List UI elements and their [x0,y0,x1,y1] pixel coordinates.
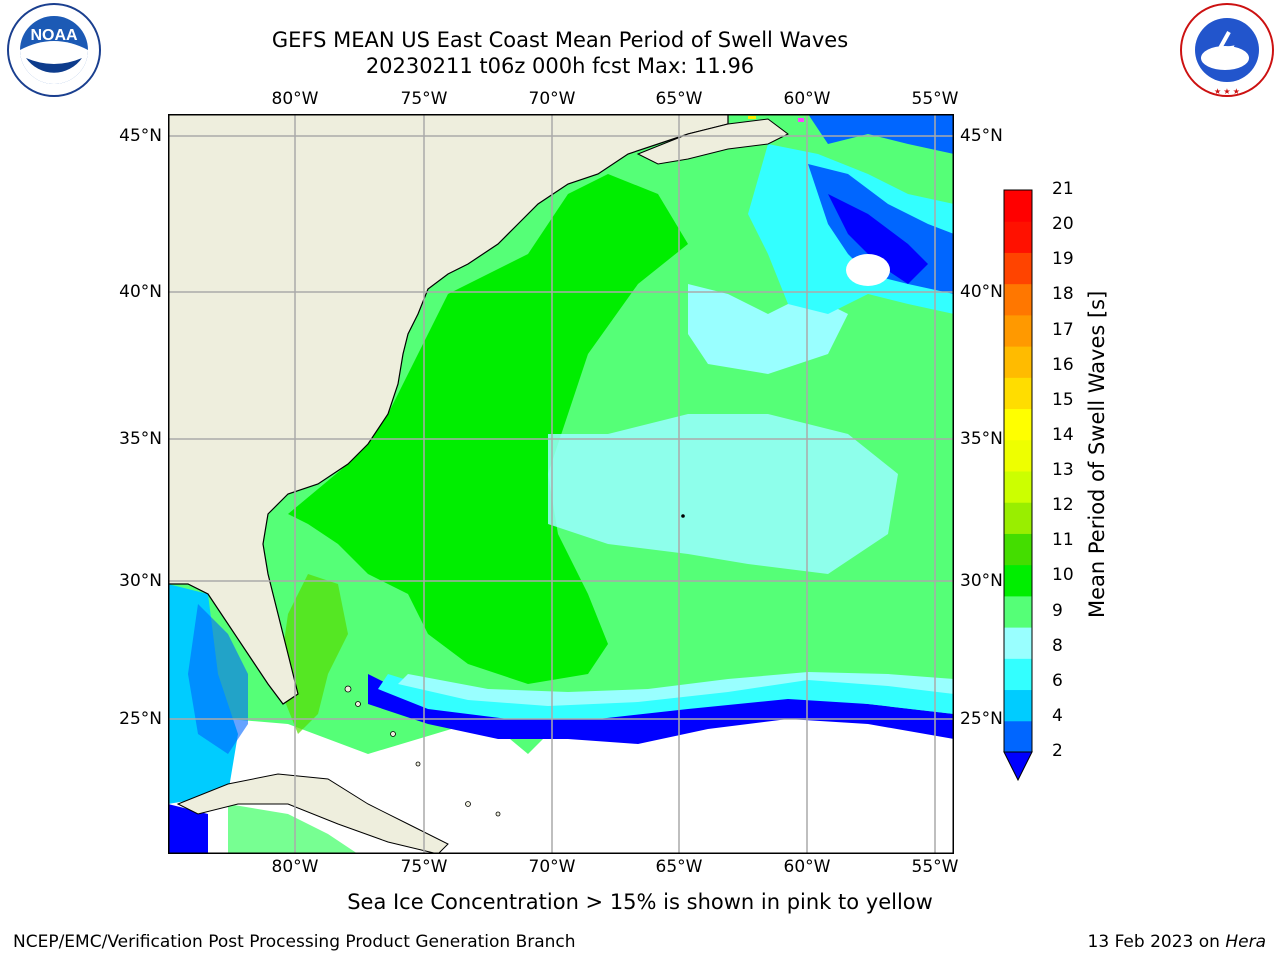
swell-10-11s [288,174,688,684]
lat-label: 30°N [119,571,162,591]
colorbar-segment [1004,627,1032,659]
footer-credit: NCEP/EMC/Verification Post Processing Pr… [13,932,576,952]
sea-ice-caption: Sea Ice Concentration > 15% is shown in … [347,890,933,914]
lon-label: 55°W [911,89,959,109]
colorbar-tick-label: 8 [1052,635,1063,656]
chart-title: GEFS MEAN US East Coast Mean Period of S… [271,28,849,52]
colorbar-segment [1004,471,1032,503]
swell-period-map [168,114,954,854]
colorbar-segment [1004,377,1032,410]
colorbar-tick-label: 2 [1052,741,1063,761]
colorbar-tick-label: 6 [1052,670,1063,691]
colorbar-tick-label: 19 [1052,249,1074,270]
footer-date: 13 Feb 2023 on Hera [1088,932,1266,952]
colorbar-tick-label: 15 [1052,389,1074,410]
footer-machine: Hera [1225,932,1266,952]
colorbar-tick-label: 16 [1052,354,1074,375]
colorbar-tick-label: 20 [1052,214,1074,235]
lat-label: 30°N [960,571,1003,591]
lat-label: 40°N [960,282,1003,302]
lon-label: 80°W [271,857,319,877]
lon-label: 65°W [655,89,703,109]
lon-label: 55°W [911,857,959,877]
colorbar-segment [1004,314,1032,347]
colorbar-segment [1004,252,1032,285]
colorbar-tick-label: 17 [1052,319,1074,340]
colorbar-tick-label: 12 [1052,495,1074,516]
footer-date-text: 13 Feb 2023 on [1087,932,1226,952]
noaa-logo: NOAA [7,3,101,97]
colorbar-title: Mean Period of Swell Waves [s] [1085,290,1109,618]
nws-logo: ★ ★ ★ [1180,3,1274,97]
colorbar-tick-label: 11 [1052,530,1074,551]
lon-label: 70°W [528,89,576,109]
lon-label: 60°W [783,857,831,877]
colorbar-segment [1004,283,1032,316]
colorbar-tick-label: 13 [1052,460,1074,480]
colorbar-segment [1004,595,1032,628]
lon-label: 75°W [400,89,448,109]
colorbar-tick-label: 10 [1052,565,1074,586]
colorbar-tick-label: 21 [1052,179,1074,199]
svg-text:★ ★ ★: ★ ★ ★ [1214,87,1240,96]
colorbar-segment [1004,658,1032,691]
lon-label: 80°W [271,89,319,109]
colorbar-tick-label: 9 [1052,600,1063,621]
lat-label: 35°N [119,429,162,449]
svg-text:NOAA: NOAA [30,27,78,44]
land-cuba [176,773,449,854]
colorbar-tick-label: 18 [1052,284,1074,305]
lat-label: 40°N [119,282,162,302]
land-north-america [168,114,729,705]
lon-label: 70°W [528,857,576,877]
colorbar-segment [1004,533,1032,566]
colorbar-segment [1004,408,1032,441]
lon-label: 65°W [655,857,703,877]
colorbar-tick-label: 4 [1052,705,1063,726]
lat-label: 45°N [119,126,162,146]
colorbar-segment [1004,190,1032,222]
colorbar-segment [1004,502,1032,534]
colorbar-segment [1004,689,1032,722]
lat-label: 25°N [119,709,162,729]
forecast-subtitle: 20230211 t06z 000h fcst Max: 11.96 [365,54,755,78]
colorbar-segment [1004,221,1032,253]
lat-label: 25°N [960,709,1003,729]
colorbar [1003,189,1033,782]
colorbar-segment [1004,720,1032,753]
colorbar-segment [1004,346,1032,378]
colorbar-segment [1004,439,1032,472]
graticule [168,114,954,854]
colorbar-segment [1004,564,1032,597]
colorbar-tick-label: 14 [1052,424,1074,445]
lat-label: 45°N [960,126,1003,146]
lon-label: 75°W [400,857,448,877]
colorbar-under-arrow [1003,751,1033,782]
lat-label: 35°N [960,429,1003,449]
lon-label: 60°W [783,89,831,109]
